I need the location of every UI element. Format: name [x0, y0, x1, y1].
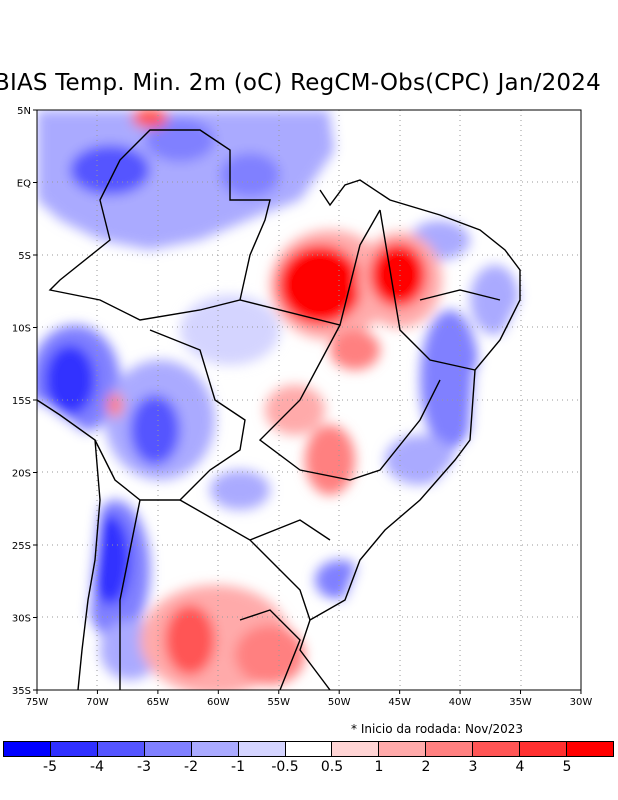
blue-core-north: [70, 145, 150, 195]
blue-core-peru: [45, 345, 95, 415]
colorbar-swatch: [191, 742, 239, 756]
colorbar-label: -2: [184, 759, 198, 775]
colorbar-swatch: [4, 742, 51, 756]
colorbar-label: -1: [231, 759, 245, 775]
colorbar-swatch: [567, 742, 613, 756]
red-core-maranhao: [370, 243, 426, 307]
lat-label: 10S: [12, 324, 31, 335]
colorbar-swatch: [97, 742, 145, 756]
colorbar: [3, 741, 614, 757]
red-region-tocantins: [330, 330, 380, 370]
lon-labels: 75W 70W 65W 60W 55W 50W 45W 40W 35W 30W: [26, 690, 593, 708]
lat-label: EQ: [17, 179, 31, 190]
red-region-ms: [305, 425, 355, 495]
blue-core-north2: [220, 153, 280, 197]
colorbar-swatch: [426, 742, 474, 756]
colorbar-swatch: [332, 742, 380, 756]
colorbar-label: -5: [43, 759, 57, 775]
colorbar-swatch: [285, 742, 333, 756]
blue-core-bolivia: [130, 395, 180, 465]
lon-label: 45W: [388, 697, 411, 708]
lon-label: 35W: [509, 697, 532, 708]
coastline-west: [37, 399, 101, 690]
blue-region-mato-grosso: [180, 295, 280, 365]
red-core-para: [278, 245, 362, 325]
colorbar-swatch: [50, 742, 98, 756]
border-brazil: [48, 129, 381, 326]
coastline-east: [299, 179, 521, 690]
border-south: [119, 499, 331, 690]
lon-label: 30W: [570, 697, 593, 708]
blue-region-paraguay: [210, 470, 270, 510]
blue-region-nordeste: [470, 265, 520, 335]
colorbar-swatch: [238, 742, 286, 756]
colorbar-swatch: [379, 742, 427, 756]
colorbar-swatch: [520, 742, 568, 756]
footnote: * Inicio da rodada: Nov/2023: [351, 722, 523, 736]
colorbar-label: 0.5: [320, 759, 344, 775]
blue-region-east-coast: [420, 310, 480, 450]
blue-core-north3: [145, 118, 215, 162]
colorbar-swatch: [473, 742, 521, 756]
lat-label: 20S: [12, 469, 31, 480]
colorbar-label: -3: [137, 759, 151, 775]
lon-label: 40W: [449, 697, 472, 708]
lon-label: 50W: [328, 697, 351, 708]
lat-label: 5S: [18, 251, 31, 262]
blue-core-andes: [90, 515, 130, 605]
lon-label: 55W: [267, 697, 290, 708]
colorbar-label: -4: [90, 759, 104, 775]
colorbar-swatch: [144, 742, 192, 756]
red-core-argentina: [165, 605, 215, 675]
colorbar-label: 2: [421, 759, 431, 775]
lat-labels: 5N EQ 5S 10S 15S 20S 25S 30S 35S: [12, 106, 37, 697]
colorbar-label: 4: [515, 759, 525, 775]
border-uruguay: [239, 609, 301, 690]
map-title: BIAS Temp. Min. 2m (oC) RegCM-Obs(CPC) J…: [0, 70, 601, 96]
border-states: [258, 209, 501, 481]
lat-label: 25S: [12, 541, 31, 552]
lon-label: 65W: [147, 697, 170, 708]
border-andes: [94, 329, 246, 501]
lat-label: 35S: [12, 686, 31, 697]
colorbar-label: 5: [562, 759, 572, 775]
bias-map: 5N EQ 5S 10S 15S 20S 25S 30S 35S 75W 70W 65W 60W 55W…: [12, 106, 593, 708]
colorbar-label: 1: [374, 759, 384, 775]
coastlines-borders: [37, 129, 521, 690]
colorbar-label: 3: [468, 759, 478, 775]
red-spot-peru: [107, 393, 123, 417]
lat-label: 5N: [17, 106, 31, 117]
blue-region-north: [37, 110, 335, 250]
lon-label: 75W: [26, 697, 49, 708]
lon-label: 70W: [86, 697, 109, 708]
colorbar-label: -0.5: [271, 759, 299, 775]
grid-lines: [37, 110, 581, 690]
red-spot-north: [132, 110, 168, 128]
lat-label: 30S: [12, 614, 31, 625]
pacific-ocean: [37, 400, 100, 690]
red-region-goias: [265, 385, 325, 435]
lon-label: 60W: [207, 697, 230, 708]
lat-label: 15S: [12, 396, 31, 407]
